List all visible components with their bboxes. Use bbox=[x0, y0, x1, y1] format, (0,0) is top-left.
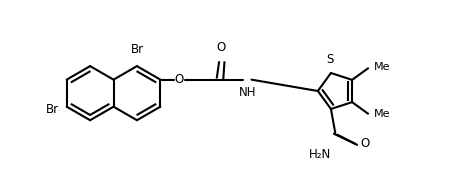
Text: S: S bbox=[326, 53, 334, 66]
Text: Me: Me bbox=[374, 109, 391, 119]
Text: O: O bbox=[361, 137, 370, 150]
Text: NH: NH bbox=[238, 86, 256, 99]
Text: O: O bbox=[175, 73, 184, 86]
Text: Me: Me bbox=[374, 62, 391, 72]
Text: Br: Br bbox=[46, 103, 59, 116]
Text: Br: Br bbox=[131, 43, 144, 56]
Text: O: O bbox=[217, 41, 226, 54]
Text: H₂N: H₂N bbox=[309, 148, 331, 161]
